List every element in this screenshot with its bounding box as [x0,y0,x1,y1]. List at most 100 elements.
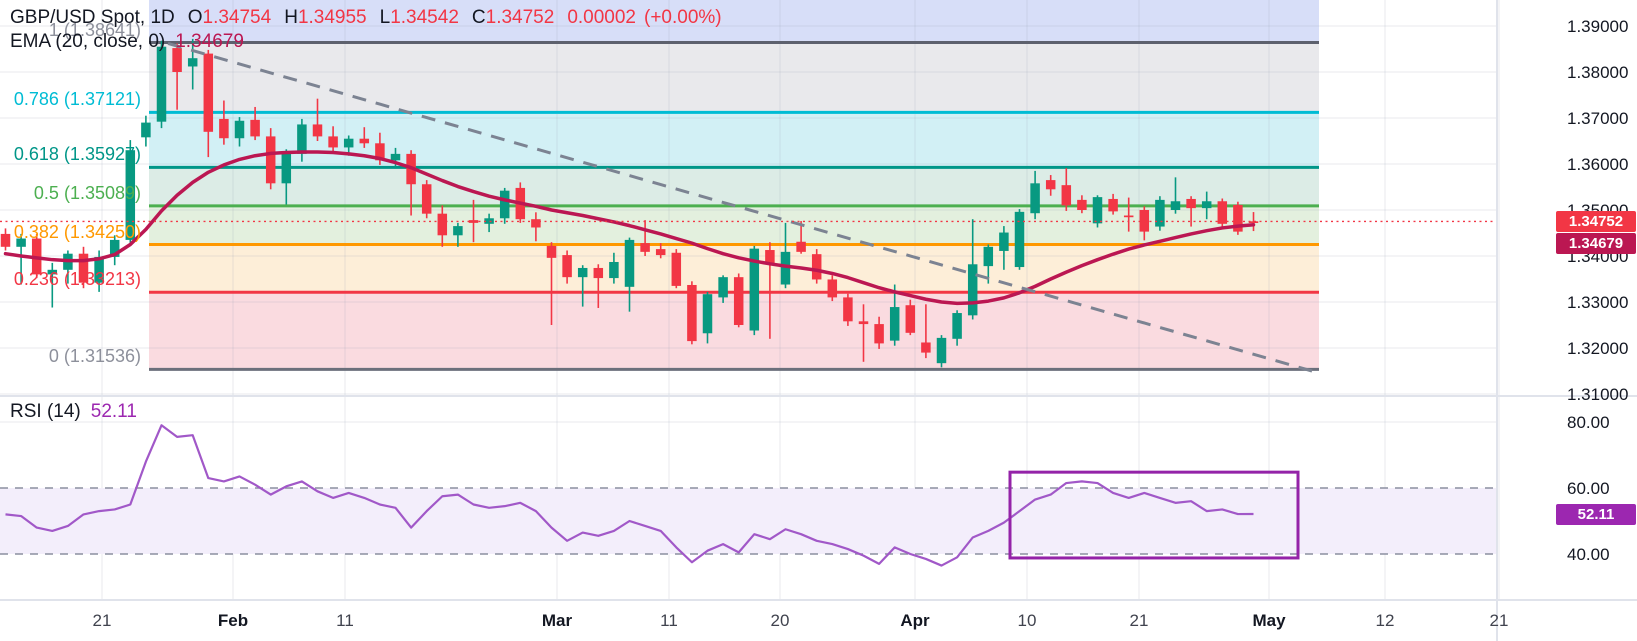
candle-body [921,342,931,353]
candle-body [1123,215,1134,218]
fib-level-label[interactable]: 1 (1.38641) [48,19,141,40]
candle-body [125,150,136,240]
candle-body [655,249,666,256]
ema-value: 1.34679 [175,31,244,52]
rsi-value-badge: 52.11 [1556,503,1636,525]
trend-line[interactable] [167,42,1313,373]
candle-body [1248,221,1259,224]
price-axis-label: 1.37000 [1567,109,1629,128]
candle-body [1092,197,1103,224]
rsi-axis-label: 60.00 [1567,479,1610,498]
candle-body [562,255,572,278]
candle-body [999,232,1009,251]
rsi-label: RSI (14) [10,401,81,422]
time-axis-label: 21 [92,611,112,630]
candle-body [780,251,791,285]
candle-body [811,254,822,280]
candle-body [531,219,541,228]
candle-body [437,213,448,236]
candle-body [484,218,494,224]
candle-body [359,138,370,144]
open-label: O [187,7,203,28]
fib-level-label[interactable]: 0.5 (1.35089) [33,182,141,203]
candle-body [1077,199,1087,210]
candle-body [0,233,11,247]
time-axis-label: 21 [1129,611,1149,630]
candle-body [843,297,853,322]
candle-body [234,120,245,139]
candle-body [203,53,214,132]
fib-band [149,112,1319,168]
time-axis-label: 12 [1375,611,1395,630]
candle-body [1233,204,1243,232]
rsi-legend[interactable]: RSI (14) 52.11 [10,401,137,423]
time-axis-label: Apr [900,611,930,630]
low-label: L [379,7,391,28]
candle-body [609,261,619,279]
rsi-highlight-rect[interactable] [1008,470,1300,560]
ema-price-badge: 1.34679 [1556,232,1636,254]
price-axis-label: 1.36000 [1567,155,1629,174]
candle-body [1155,199,1165,227]
candle-body [796,241,806,252]
candle-body [1170,201,1181,210]
ema-line[interactable] [3,150,1256,306]
fib-level-label[interactable]: 0.236 (1.33213) [13,269,141,290]
candle-body [749,248,760,331]
candle-body [172,48,182,72]
rsi-axis-label: 80.00 [1567,413,1610,432]
rsi-line[interactable] [5,424,1254,567]
candle-body [640,243,650,252]
fib-band [149,205,1319,245]
time-axis-label: 10 [1017,611,1037,630]
candle-body [702,294,713,334]
fib-band [149,0,1319,43]
candle-body [905,305,916,333]
rsi-value: 52.11 [90,401,137,422]
price-axis-label: 1.32000 [1567,339,1629,358]
candle-body [874,324,884,344]
candle-body [109,239,120,257]
candle-body [250,119,260,137]
fib-level-label[interactable]: 0.786 (1.37121) [13,89,141,110]
symbol-legend[interactable]: GBP/USD Spot, 1D O1.34754 H1.34955 L1.34542… [10,7,722,29]
time-axis-label: Feb [217,611,249,630]
last-price-badge: 1.34752 [1556,210,1636,232]
candle-body [1201,201,1212,209]
candle-body [1014,211,1025,268]
high-value: 1.34955 [297,7,367,28]
candle-body [967,264,978,316]
candle-body [858,321,869,325]
candle-body [1108,198,1118,212]
time-axis-label: 21 [1489,611,1509,630]
candle-body [16,238,26,247]
candle-body [78,253,89,283]
high-label: H [284,7,298,28]
fib-level-label[interactable]: 0.382 (1.34250) [13,221,141,242]
candle-body [624,239,635,287]
candle-body [952,313,962,339]
rsi-axis-label: 40.00 [1567,545,1610,564]
candle-body [156,46,167,122]
symbol-title: GBP/USD Spot, 1D [10,7,175,28]
time-axis-label: Mar [541,611,573,630]
fib-level-label[interactable]: 0 (1.31536) [48,346,141,367]
candle-body [671,252,682,286]
candle-body [219,118,229,139]
candle-body [141,122,151,138]
low-value: 1.34542 [390,7,459,28]
candle-body [94,256,104,283]
ema-legend[interactable]: EMA (20, close, 0) 1.34679 [10,31,244,53]
candle-body [1030,183,1040,214]
open-value: 1.34754 [202,7,272,28]
candle-body [343,138,354,148]
candle-body [1217,201,1228,224]
candle-body [265,136,276,184]
candle-body [765,250,775,265]
change-percent: (+0.00%) [644,7,722,28]
candle-body [1061,185,1072,206]
fib-level-label[interactable]: 0.618 (1.35927) [13,144,141,165]
time-axis-label: 11 [660,611,678,630]
